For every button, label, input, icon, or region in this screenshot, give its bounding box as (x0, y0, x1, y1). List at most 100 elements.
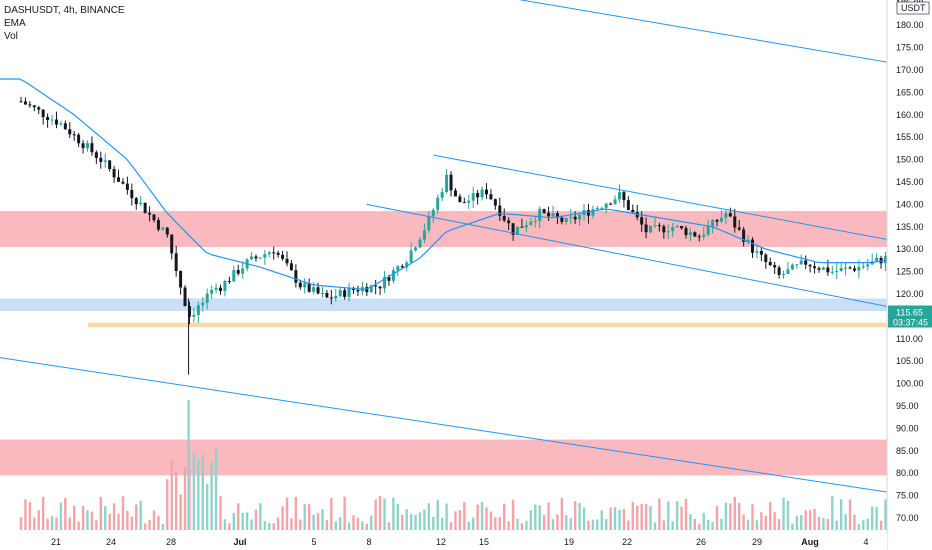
volume-bar (254, 509, 258, 530)
current-price-text: 115.65 (896, 307, 923, 317)
volume-bar (316, 513, 320, 530)
candle-body (489, 194, 493, 200)
volume-bar (454, 511, 457, 530)
candle-body (706, 226, 710, 235)
volume-bar (290, 518, 293, 530)
candle-body (830, 271, 834, 273)
volume-bar (658, 498, 661, 530)
ema-indicator-label[interactable]: EMA (4, 18, 26, 29)
volume-bar (480, 501, 484, 530)
candle-body (422, 230, 426, 240)
volume-bar (511, 499, 515, 530)
volume-bar (724, 502, 728, 530)
candle-body (476, 193, 480, 198)
volume-bar (831, 496, 834, 530)
volume-bar (582, 507, 586, 530)
y-tick-label: 85.00 (896, 446, 919, 456)
candle-body (41, 109, 45, 117)
candle-body (383, 277, 387, 289)
candle-body (773, 265, 777, 268)
candle-body (604, 203, 608, 208)
candle-body (524, 225, 528, 228)
volume-bar (339, 517, 342, 530)
candle-body (746, 239, 750, 242)
candle-body (573, 216, 577, 220)
candle-body (551, 213, 555, 217)
candle-body (595, 208, 599, 210)
candle-body (334, 295, 338, 299)
candle-body (467, 200, 471, 203)
candle-body (719, 217, 723, 222)
volume-bar (613, 507, 617, 530)
volume-bar (37, 510, 40, 530)
candle-body (139, 202, 143, 205)
candle-body (431, 209, 435, 217)
candle-body (219, 287, 222, 291)
volume-bar (844, 514, 847, 530)
volume-bar (653, 522, 657, 530)
y-tick-label: 120.00 (896, 289, 924, 299)
candle-body (405, 262, 409, 268)
volume-bar (219, 496, 222, 530)
candle-body (808, 264, 812, 267)
volume-bar (773, 512, 776, 530)
x-tick-label: 19 (564, 537, 574, 547)
candle-body (125, 183, 129, 190)
candle-body (498, 205, 502, 217)
x-tick-label: 4 (863, 537, 868, 547)
y-tick-label: 70.00 (896, 513, 919, 523)
x-tick-label: 24 (106, 537, 116, 547)
volume-bar (409, 514, 413, 530)
volume-bar (494, 517, 497, 530)
volume-bar (392, 497, 395, 530)
candle-body (759, 250, 763, 255)
candle-body (365, 287, 369, 293)
lower-channel-trendline (0, 357, 932, 500)
volume-bar (383, 498, 386, 530)
candle-body (156, 220, 160, 230)
volume-bar (187, 400, 190, 530)
candle-body (46, 116, 50, 121)
volume-bar (161, 523, 165, 530)
candle-body (196, 305, 200, 316)
candle-body (72, 134, 76, 136)
support-zone (0, 298, 887, 312)
candle-body (307, 283, 311, 292)
candle-body (201, 302, 205, 306)
volume-bar (618, 509, 621, 530)
volume-bar (50, 516, 54, 530)
candle-body (250, 256, 254, 260)
volume-bar (307, 504, 311, 530)
candle-body (560, 217, 564, 222)
volume-bar (135, 504, 138, 530)
volume-bar (596, 519, 599, 530)
candle-body (702, 234, 706, 237)
symbol-title[interactable]: DASHUSDT, 4h, BINANCE (4, 5, 125, 16)
candle-body (555, 213, 559, 218)
y-tick-label: 175.00 (896, 43, 924, 53)
candle-body (285, 258, 289, 264)
candle-body (312, 287, 316, 292)
candle-body (538, 208, 542, 221)
volume-bar (600, 510, 603, 530)
y-tick-label: 125.00 (896, 267, 924, 277)
volume-bar (299, 519, 302, 530)
y-tick-label: 95.00 (896, 401, 919, 411)
volume-bar (875, 506, 878, 530)
volume-bar (268, 523, 271, 530)
volume-bar (41, 496, 45, 530)
candle-body (844, 267, 848, 269)
volume-indicator-label[interactable]: Vol (4, 31, 18, 42)
candle-body (715, 219, 719, 222)
candle-body (626, 200, 630, 210)
candle-body (427, 216, 431, 231)
inner-channel-top-trendline (433, 154, 932, 249)
y-tick-label: 145.00 (896, 177, 924, 187)
volume-bar (667, 501, 670, 530)
volume-bar (374, 499, 377, 530)
volume-bar (644, 504, 648, 530)
volume-bar (361, 521, 364, 530)
y-tick-label: 170.00 (896, 65, 924, 75)
volume-bar (565, 515, 568, 530)
